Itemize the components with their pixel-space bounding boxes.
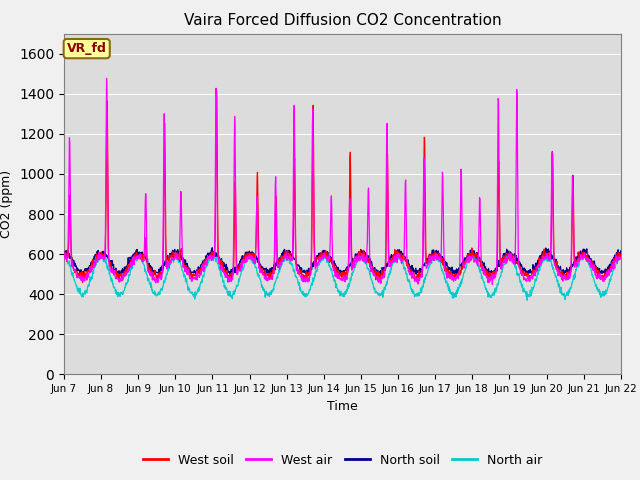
Legend: West soil, West air, North soil, North air: West soil, West air, North soil, North a… [138,449,547,472]
X-axis label: Time: Time [327,400,358,413]
Title: Vaira Forced Diffusion CO2 Concentration: Vaira Forced Diffusion CO2 Concentration [184,13,501,28]
Text: VR_fd: VR_fd [67,42,107,55]
Y-axis label: CO2 (ppm): CO2 (ppm) [1,170,13,238]
